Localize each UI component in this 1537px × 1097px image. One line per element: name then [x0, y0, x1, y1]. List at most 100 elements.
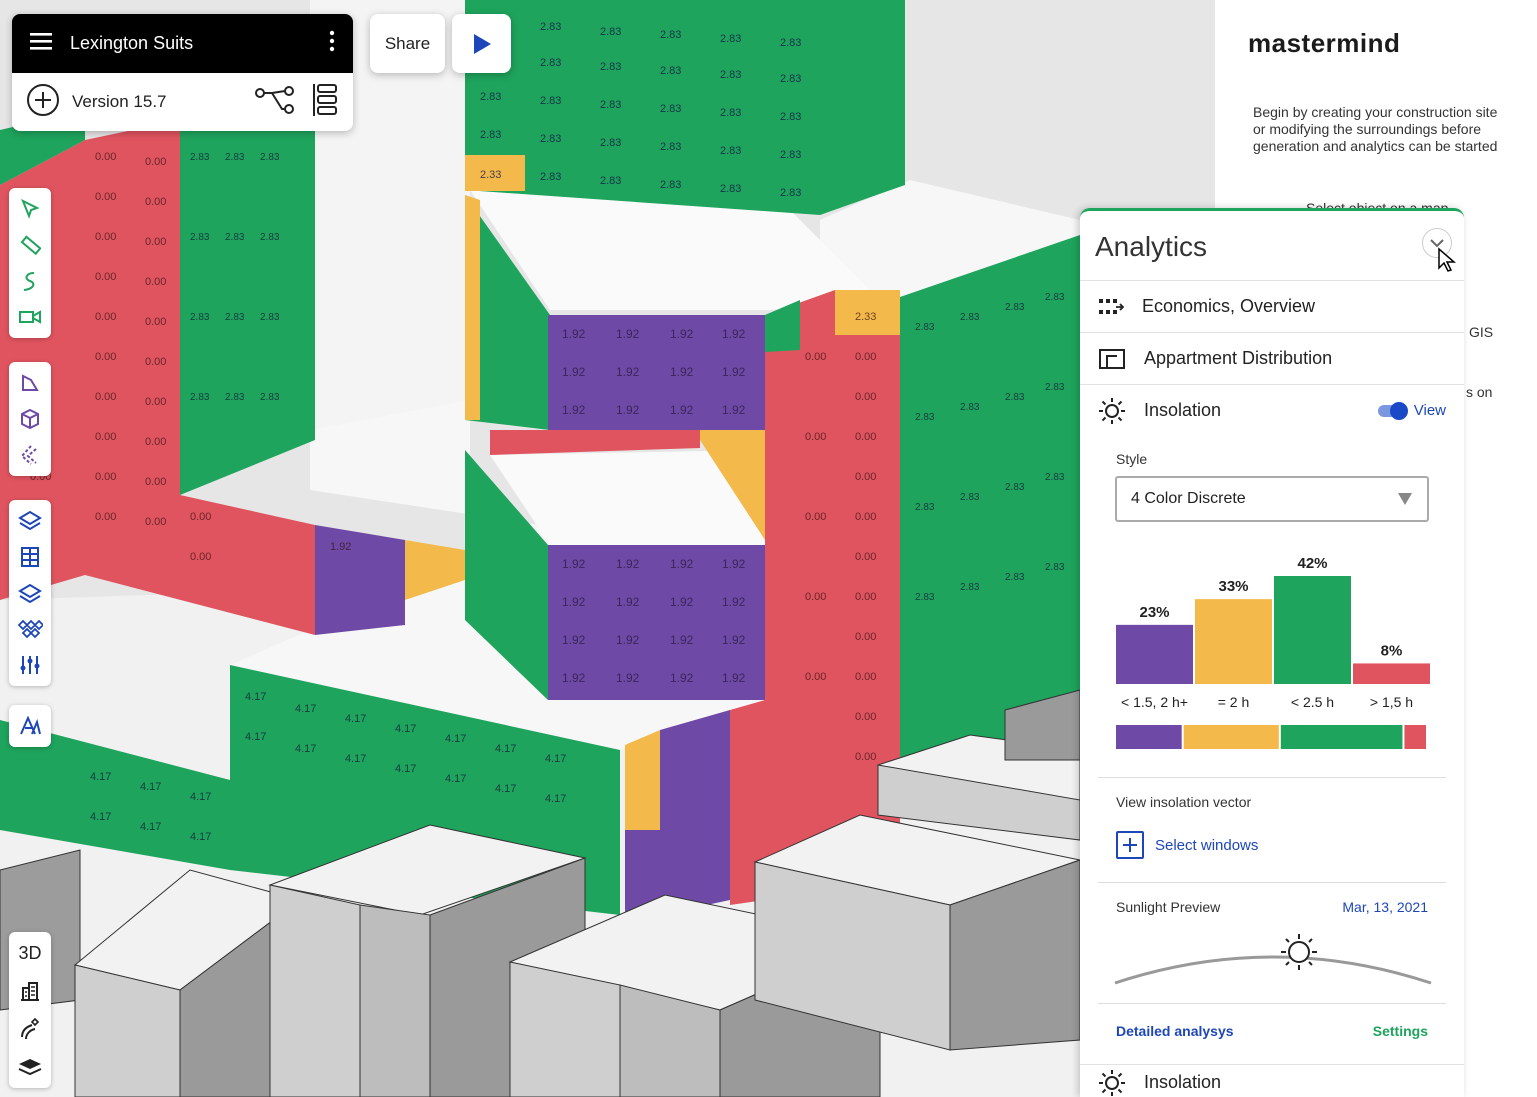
svg-text:0.00: 0.00 [855, 511, 876, 523]
version-list-icon[interactable] [311, 82, 339, 123]
svg-text:4.17: 4.17 [445, 773, 466, 785]
select-cursor-icon[interactable] [17, 196, 43, 222]
distribution-strip-segment [1280, 725, 1403, 749]
buildings-icon[interactable] [17, 978, 43, 1004]
category-label: < 2.5 h [1291, 694, 1334, 710]
hamburger-menu-icon[interactable] [30, 31, 52, 56]
svg-text:1.92: 1.92 [722, 557, 746, 571]
section-insolation-2[interactable]: Insolation [1080, 1064, 1464, 1097]
svg-text:0.00: 0.00 [95, 311, 116, 323]
play-icon [473, 33, 491, 54]
svg-text:1.92: 1.92 [562, 327, 586, 341]
pattern-icon[interactable] [17, 616, 43, 642]
select-windows-label: Select windows [1155, 836, 1259, 854]
add-version-icon[interactable] [26, 83, 60, 122]
bar-value-label: 42% [1297, 555, 1327, 572]
detailed-analysis-link[interactable]: Detailed analysys [1116, 1023, 1234, 1039]
svg-text:0.00: 0.00 [145, 236, 166, 248]
ai-generate-icon[interactable] [17, 713, 43, 739]
svg-text:1.92: 1.92 [330, 541, 351, 553]
right-green-values: 2.83 2.83 2.83 2.83 2.83 2.83 2.83 2.83 … [915, 292, 1065, 603]
svg-text:2.33: 2.33 [855, 311, 876, 323]
share-button[interactable]: Share [370, 14, 445, 73]
svg-text:4.17: 4.17 [140, 781, 161, 793]
select-windows-button[interactable]: Select windows [1116, 831, 1258, 859]
insolation-chart: 23% < 1.5, 2 h+ 33% = 2 h 42% < 2.5 h 8% > 1,5 … [1116, 555, 1430, 749]
insolation-vector-label: View insolation vector [1116, 794, 1252, 810]
sun-handle-icon[interactable] [1281, 934, 1317, 970]
layers-icon[interactable] [17, 1054, 43, 1080]
collapse-button[interactable] [1422, 228, 1452, 258]
ai-toolbar [9, 705, 51, 747]
svg-text:2.83: 2.83 [225, 312, 245, 323]
view-toolbar: 3D [9, 932, 51, 1088]
svg-text:2.83: 2.83 [660, 103, 681, 115]
analytics-title: Analytics [1095, 231, 1208, 262]
view-switch[interactable] [1377, 401, 1408, 420]
svg-text:2.83: 2.83 [600, 175, 621, 187]
svg-text:2.83: 2.83 [600, 137, 621, 149]
svg-text:2.83: 2.83 [190, 232, 210, 243]
project-title: Lexington Suits [70, 33, 194, 53]
svg-text:2.83: 2.83 [915, 412, 935, 423]
grid-building-icon[interactable] [17, 544, 43, 570]
view-toggle[interactable]: View [1377, 401, 1446, 420]
offset-tool-icon[interactable] [17, 442, 43, 468]
insolation-bar [1353, 663, 1430, 684]
style-select[interactable]: 4 Color Discrete [1115, 476, 1429, 522]
insolation-bar [1116, 624, 1193, 684]
svg-text:0.00: 0.00 [855, 351, 876, 363]
svg-text:4.17: 4.17 [90, 771, 111, 783]
sun-icon [1099, 1069, 1125, 1096]
intro-text: Begin by creating your construction site… [1253, 104, 1498, 154]
play-button[interactable] [452, 14, 511, 73]
style-label: Style [1116, 451, 1148, 467]
svg-text:1.92: 1.92 [616, 595, 640, 609]
left-block-values: 0.00 0.00 0.00 0.00 0.00 0.00 0.00 0.00 … [30, 151, 351, 563]
svg-text:4.17: 4.17 [495, 783, 516, 795]
svg-text:4.17: 4.17 [395, 763, 416, 775]
svg-text:4.17: 4.17 [495, 743, 516, 755]
svg-text:2.83: 2.83 [225, 232, 245, 243]
sunlight-slider[interactable] [1110, 926, 1436, 996]
svg-text:0.00: 0.00 [855, 591, 876, 603]
svg-text:2.83: 2.83 [660, 141, 681, 153]
svg-text:4.17: 4.17 [190, 831, 211, 843]
ruler-icon[interactable] [17, 232, 43, 258]
svg-text:0.00: 0.00 [855, 471, 876, 483]
view-mode-3d[interactable]: 3D [18, 942, 42, 963]
svg-text:2.83: 2.83 [780, 149, 801, 161]
version-tree-icon[interactable] [255, 85, 295, 120]
svg-text:1.92: 1.92 [670, 403, 694, 417]
section-apartment-distribution[interactable]: Appartment Distribution [1080, 332, 1464, 384]
svg-text:4.17: 4.17 [345, 753, 366, 765]
project-header: Lexington Suits [12, 14, 353, 73]
sun-icon [1099, 397, 1125, 424]
polygon-tool-icon[interactable] [17, 370, 43, 396]
section-insolation[interactable]: Insolation View [1080, 384, 1464, 436]
svg-text:0.00: 0.00 [145, 396, 166, 408]
svg-text:1.92: 1.92 [670, 671, 694, 685]
sunlight-date[interactable]: Mar, 13, 2021 [1342, 899, 1428, 915]
svg-text:0.00: 0.00 [95, 471, 116, 483]
settings-link[interactable]: Settings [1372, 1023, 1428, 1039]
svg-text:2.83: 2.83 [720, 183, 741, 195]
svg-text:4.17: 4.17 [545, 793, 566, 805]
path-icon[interactable] [17, 268, 43, 294]
svg-text:2.83: 2.83 [600, 61, 621, 73]
svg-text:2.83: 2.83 [780, 187, 801, 199]
more-options-icon[interactable] [329, 30, 335, 57]
box-tool-icon[interactable] [17, 406, 43, 432]
svg-text:0.00: 0.00 [95, 431, 116, 443]
section-economics[interactable]: Economics, Overview [1080, 280, 1464, 332]
sunpath-icon[interactable] [17, 1016, 43, 1042]
camera-icon[interactable] [17, 304, 43, 330]
layers-stack-icon[interactable] [17, 580, 43, 606]
svg-text:2.83: 2.83 [915, 592, 935, 603]
svg-text:1.92: 1.92 [722, 403, 746, 417]
style-select-value: 4 Color Discrete [1131, 490, 1246, 507]
sliders-icon[interactable] [17, 652, 43, 678]
project-card: Lexington Suits Version 15.7 [12, 14, 353, 131]
section-insolation-label: Insolation [1144, 400, 1222, 420]
floors-icon[interactable] [17, 508, 43, 534]
